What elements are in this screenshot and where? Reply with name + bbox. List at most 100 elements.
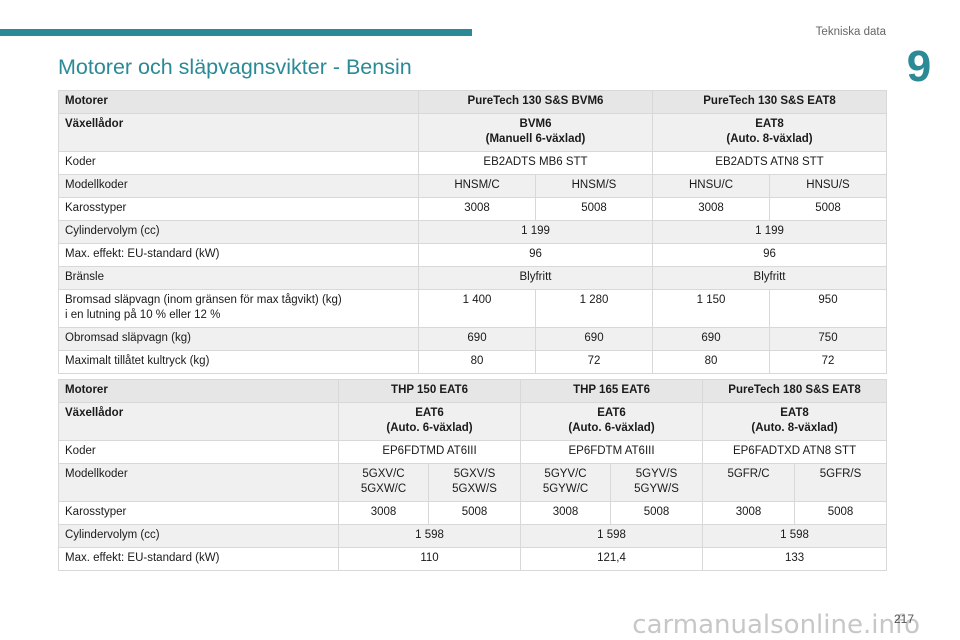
table-row: Obromsad släpvagn (kg) 690 690 690 750 [58,327,888,351]
table-cell: 110 [337,547,522,571]
table-cell: 3008 [520,501,612,525]
table-cell: 5008 [427,501,522,525]
table-row: Cylindervolym (cc) 1 199 1 199 [58,220,888,244]
table-cell: EAT6 (Auto. 6-växlad) [337,402,522,441]
table-row: Cylindervolym (cc) 1 598 1 598 1 598 [58,524,888,548]
watermark-text: carmanualsonline.info [632,610,920,640]
table-cell: 96 [418,243,653,267]
header-accent-bar [0,29,472,36]
table-row: Maximalt tillåtet kultryck (kg) 80 72 80… [58,350,888,374]
table-cell: EB2ADTS ATN8 STT [651,151,888,175]
table-cell: HNSM/S [535,174,653,198]
table-cell: EP6FADTXD ATN8 STT [702,440,888,464]
row-label: Cylindervolym (cc) [58,524,339,548]
section-label: Tekniska data [815,26,886,38]
header-cell: THP 150 EAT6 [337,379,522,403]
row-label: Växellådor [58,402,339,441]
row-label: Koder [58,151,419,175]
table-cell: 1 280 [535,289,653,328]
table-cell: 5008 [794,501,888,525]
table-cell: HNSU/C [652,174,770,198]
table-cell: 5GXV/C 5GXW/C [338,463,429,502]
table-cell: 690 [535,327,653,351]
table-cell: 1 199 [651,220,888,244]
table-cell: 1 400 [418,289,536,328]
row-label: Motorer [58,90,419,114]
table-cell: 1 598 [337,524,522,548]
page-title: Motorer och släpvagnsvikter - Bensin [58,55,412,79]
table-row: Koder EP6FDTMD AT6III EP6FDTM AT6III EP6… [58,440,888,464]
table-cell: 1 150 [652,289,770,328]
table-row: Koder EB2ADTS MB6 STT EB2ADTS ATN8 STT [58,151,888,175]
table-row: Max. effekt: EU-standard (kW) 110 121,4 … [58,547,888,571]
table-row: Modellkoder 5GXV/C 5GXW/C 5GXV/S 5GXW/S … [58,463,888,502]
row-label: Modellkoder [58,463,339,502]
row-label: Karosstyper [58,501,339,525]
table-cell: 5GXV/S 5GXW/S [427,463,522,502]
table-cell: 690 [418,327,536,351]
table-cell: EAT8 (Auto. 8-växlad) [702,402,888,441]
table-cell: HNSM/C [418,174,536,198]
table-cell: 1 199 [418,220,653,244]
table-cell: HNSU/S [768,174,888,198]
row-label: Modellkoder [58,174,419,198]
table-cell: 750 [768,327,888,351]
table-row: Bränsle Blyfritt Blyfritt [58,266,888,290]
table-cell: EAT8 (Auto. 8-växlad) [651,113,888,152]
table-cell: 3008 [652,197,770,221]
row-label: Koder [58,440,339,464]
table-cell: 80 [418,350,536,374]
header-cell: PureTech 180 S&S EAT8 [702,379,888,403]
header-cell: PureTech 130 S&S BVM6 [418,90,653,114]
table-cell: 96 [651,243,888,267]
table-cell: EAT6 (Auto. 6-växlad) [520,402,704,441]
row-label: Karosstyper [58,197,419,221]
page-number: 217 [893,612,914,626]
table-row: Modellkoder HNSM/C HNSM/S HNSU/C HNSU/S [58,174,888,198]
table-cell: Blyfritt [418,266,653,290]
table-row: Karosstyper 3008 5008 3008 5008 3008 500… [58,501,888,525]
table-cell: 5GYV/S 5GYW/S [610,463,704,502]
table-row: Växellådor EAT6 (Auto. 6-växlad) EAT6 (A… [58,402,888,441]
table-cell: EB2ADTS MB6 STT [418,151,653,175]
table-cell: 121,4 [520,547,704,571]
table-cell: 5GYV/C 5GYW/C [520,463,612,502]
table-cell: 1 598 [520,524,704,548]
row-label: Max. effekt: EU-standard (kW) [58,243,419,267]
table-row: Max. effekt: EU-standard (kW) 96 96 [58,243,888,267]
table-cell: 690 [652,327,770,351]
row-label: Obromsad släpvagn (kg) [58,327,419,351]
table-cell: 133 [702,547,888,571]
row-label: Motorer [58,379,339,403]
table-cell: 80 [652,350,770,374]
table-cell: BVM6 (Manuell 6-växlad) [418,113,653,152]
table-cell: EP6FDTM AT6III [520,440,704,464]
table-cell: 5008 [535,197,653,221]
table-cell: 3008 [702,501,796,525]
table-cell: EP6FDTMD AT6III [337,440,522,464]
row-label: Maximalt tillåtet kultryck (kg) [58,350,419,374]
spec-table-2: Motorer THP 150 EAT6 THP 165 EAT6 PureTe… [58,379,888,571]
header-cell: PureTech 130 S&S EAT8 [651,90,888,114]
chapter-number: 9 [906,42,932,91]
table-row: Växellådor BVM6 (Manuell 6-växlad) EAT8 … [58,113,888,152]
table-cell: 5GFR/S [794,463,888,502]
table-cell: 5008 [610,501,704,525]
table-cell: 5008 [768,197,888,221]
table-header-row: Motorer THP 150 EAT6 THP 165 EAT6 PureTe… [58,379,888,403]
table-cell: 3008 [338,501,429,525]
table-cell: 72 [535,350,653,374]
row-label: Cylindervolym (cc) [58,220,419,244]
table-row: Bromsad släpvagn (inom gränsen för max t… [58,289,888,328]
table-cell: Blyfritt [651,266,888,290]
row-label: Växellådor [58,113,419,152]
row-label: Bromsad släpvagn (inom gränsen för max t… [58,289,419,328]
table-cell: 3008 [418,197,536,221]
row-label: Bränsle [58,266,419,290]
table-cell: 5GFR/C [702,463,796,502]
table-cell: 1 598 [702,524,888,548]
header-cell: THP 165 EAT6 [520,379,704,403]
table-cell: 72 [768,350,888,374]
row-label: Max. effekt: EU-standard (kW) [58,547,339,571]
table-cell: 950 [768,289,888,328]
